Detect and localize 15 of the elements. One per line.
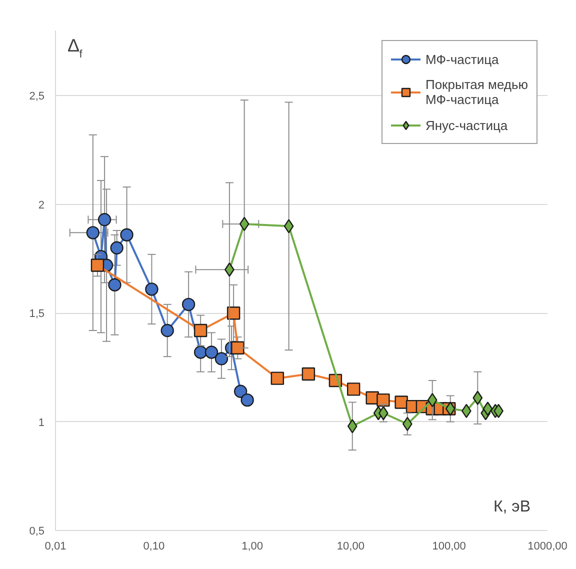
y-tick-label: 2,5: [29, 90, 45, 103]
x-tick-label: 0,10: [143, 540, 165, 552]
y-tick-label: 0,5: [29, 526, 45, 538]
x-tick-label: 0,01: [44, 540, 66, 552]
x-tick-label: 1,00: [242, 540, 264, 552]
x-tick-label: 100,00: [432, 540, 466, 552]
legend-label: Янус-частица: [425, 118, 508, 132]
y-tick-label: 1,5: [29, 308, 45, 320]
x-axis-title: К, эВ: [493, 498, 530, 516]
legend-label: Покрытая медью МФ-частица: [425, 77, 528, 107]
x-tick-label: 10,00: [336, 540, 364, 552]
y-tick-label: 2: [38, 199, 45, 212]
y-tick-label: 1: [38, 416, 45, 429]
x-tick-label: 1000,00: [528, 540, 568, 552]
legend-label: МФ-частица: [425, 52, 499, 66]
